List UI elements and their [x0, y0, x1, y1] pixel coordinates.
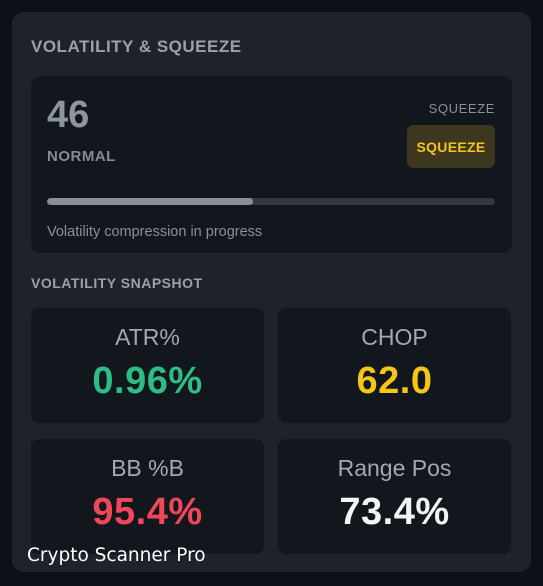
- metric-name: Range Pos: [337, 455, 452, 481]
- squeeze-label: SQUEEZE: [428, 101, 495, 116]
- watermark-label: Crypto Scanner Pro: [27, 545, 206, 566]
- metric-card-range-pos: Range Pos 73.4%: [278, 439, 511, 554]
- metric-value: 95.4%: [92, 491, 203, 533]
- metric-name: BB %B: [111, 455, 184, 481]
- compression-note: Volatility compression in progress: [47, 224, 263, 240]
- volatility-progress-bar: [47, 198, 495, 205]
- volatility-state-label: NORMAL: [47, 148, 116, 165]
- metric-name: CHOP: [361, 324, 428, 350]
- metric-value: 62.0: [356, 360, 433, 402]
- metric-card-bb-percent-b: BB %B 95.4%: [31, 439, 264, 554]
- volatility-progress-fill: [47, 198, 254, 205]
- metric-card-chop: CHOP 62.0: [278, 308, 511, 423]
- volatility-squeeze-panel: VOLATILITY & SQUEEZE 46 NORMAL SQUEEZE S…: [12, 12, 531, 572]
- metric-card-atr: ATR% 0.96%: [31, 308, 264, 423]
- volatility-score-card: 46 NORMAL SQUEEZE SQUEEZE Volatility com…: [31, 76, 512, 253]
- metric-value: 73.4%: [339, 491, 450, 533]
- panel-title: VOLATILITY & SQUEEZE: [31, 37, 242, 56]
- volatility-score-value: 46: [47, 94, 90, 136]
- metric-name: ATR%: [115, 324, 180, 350]
- snapshot-title: VOLATILITY SNAPSHOT: [31, 275, 203, 291]
- metric-value: 0.96%: [92, 360, 203, 402]
- squeeze-badge: SQUEEZE: [407, 125, 495, 168]
